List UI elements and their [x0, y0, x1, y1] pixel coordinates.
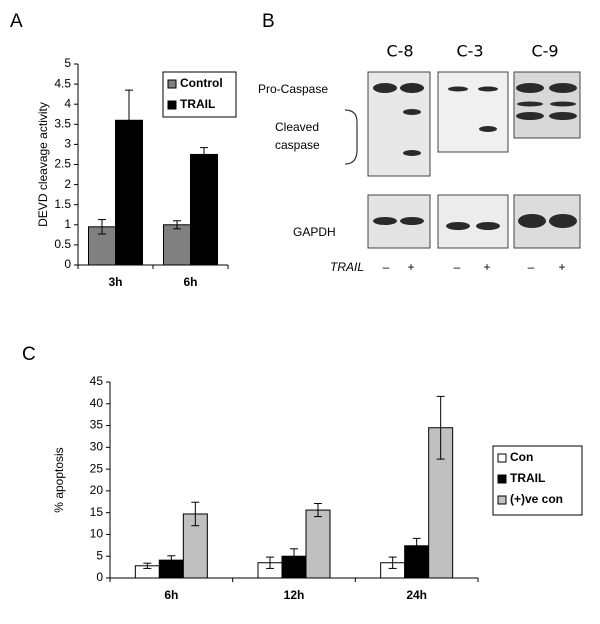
panel-letter: B [262, 11, 275, 32]
panel-letter: A [10, 11, 23, 32]
y-tick-label: 3.5 [54, 116, 71, 130]
error-bar [200, 147, 208, 162]
y-axis-label: % apoptosis [52, 447, 66, 512]
blot-label: caspase [275, 138, 320, 152]
y-tick-label: 1.5 [54, 197, 71, 211]
lane-label: C-9 [531, 42, 558, 61]
error-bar [290, 548, 298, 565]
y-tick-label: 0.5 [54, 237, 71, 251]
x-tick-label: 6h [183, 275, 197, 289]
blot-box [437, 194, 509, 249]
error-bar [436, 395, 445, 460]
y-tick-label: 4.5 [54, 76, 71, 90]
legend-swatch [497, 495, 507, 505]
y-tick-label: 1 [64, 217, 71, 231]
error-bar [412, 537, 421, 554]
error-bar [314, 503, 322, 518]
treatment-sign: – [528, 260, 535, 274]
treatment-sign: + [558, 260, 565, 274]
treatment-sign: – [383, 260, 390, 274]
x-tick-label: 12h [284, 588, 305, 602]
legend-swatch [497, 453, 507, 463]
y-tick-label: 30 [90, 440, 104, 454]
error-bar [98, 219, 106, 235]
y-tick-label: 2.5 [54, 157, 71, 171]
legend-swatch [497, 474, 507, 484]
treatment-sign: + [407, 260, 414, 274]
legend-swatch [167, 79, 177, 89]
lane-label: C-3 [456, 42, 483, 61]
y-tick-label: 45 [90, 374, 104, 388]
error-bar [125, 89, 133, 151]
blot-box [437, 71, 509, 153]
error-bar [191, 501, 200, 527]
y-tick-label: 0 [64, 257, 71, 271]
y-tick-label: 40 [90, 396, 104, 410]
y-tick-label: 5 [64, 56, 71, 70]
error-bar [266, 556, 274, 569]
bar [163, 224, 191, 266]
legend-label: Control [180, 76, 223, 90]
bar [404, 545, 430, 579]
y-tick-label: 2 [64, 177, 71, 191]
bands [373, 83, 577, 230]
legend-label: TRAIL [180, 97, 215, 111]
treatment-sign: + [483, 260, 490, 274]
blot-label: Cleaved [275, 120, 319, 134]
legend-label: Con [510, 450, 533, 464]
treatment-label: TRAIL [330, 260, 364, 274]
y-axis-label: DEVD cleavage activity [36, 102, 50, 227]
y-tick-label: 5 [96, 548, 103, 562]
legend-label: (+)ve con [510, 492, 563, 506]
error-bar [388, 556, 397, 569]
legend-label: TRAIL [510, 471, 545, 485]
y-tick-label: 4 [64, 96, 71, 110]
bar [305, 509, 331, 579]
y-tick-label: 15 [90, 505, 104, 519]
blot-label: GAPDH [293, 225, 336, 239]
lane-label: C-8 [386, 42, 413, 61]
legend-swatch [167, 100, 177, 110]
panel-letter: C [22, 344, 36, 365]
blot-label: Pro-Caspase [258, 82, 328, 96]
error-bar [167, 555, 176, 565]
western-blot: C-8 C-3 C-9 Pro-Caspase Cleaved caspase … [258, 42, 581, 274]
error-bar [173, 220, 181, 230]
legend-box [492, 445, 583, 516]
y-tick-label: 10 [90, 527, 104, 541]
bar [190, 153, 218, 266]
y-tick-label: 25 [90, 461, 104, 475]
y-tick-label: 3 [64, 137, 71, 151]
x-tick-label: 3h [108, 275, 122, 289]
x-tick-label: 24h [406, 588, 427, 602]
y-tick-label: 35 [90, 418, 104, 432]
y-tick-label: 0 [96, 570, 103, 584]
x-tick-label: 6h [164, 588, 178, 602]
treatment-sign: – [454, 260, 461, 274]
bracket [344, 109, 358, 165]
y-tick-label: 20 [90, 483, 104, 497]
error-bar [143, 562, 152, 569]
